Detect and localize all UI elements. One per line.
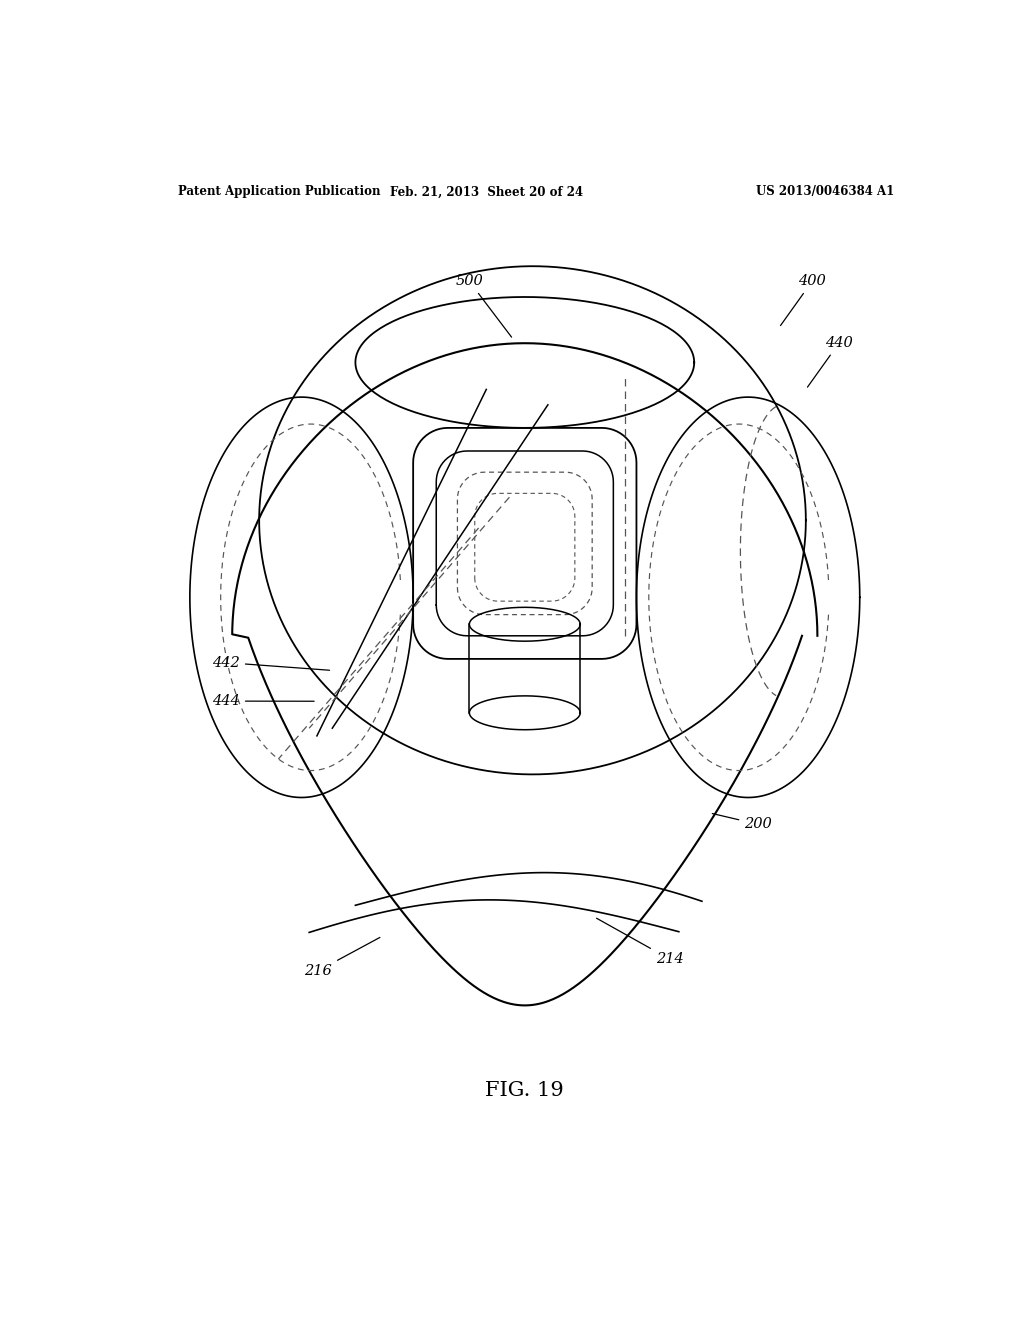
Text: 444: 444 xyxy=(212,694,314,708)
Text: 442: 442 xyxy=(212,656,330,671)
Text: 400: 400 xyxy=(780,275,826,326)
Text: 200: 200 xyxy=(713,813,772,832)
Text: US 2013/0046384 A1: US 2013/0046384 A1 xyxy=(756,185,894,198)
Text: FIG. 19: FIG. 19 xyxy=(485,1081,564,1100)
Text: 440: 440 xyxy=(808,337,853,387)
Text: 500: 500 xyxy=(456,275,512,337)
Text: 216: 216 xyxy=(304,937,380,978)
Text: Patent Application Publication: Patent Application Publication xyxy=(178,185,381,198)
Text: 214: 214 xyxy=(597,919,683,966)
Text: Feb. 21, 2013  Sheet 20 of 24: Feb. 21, 2013 Sheet 20 of 24 xyxy=(390,185,583,198)
